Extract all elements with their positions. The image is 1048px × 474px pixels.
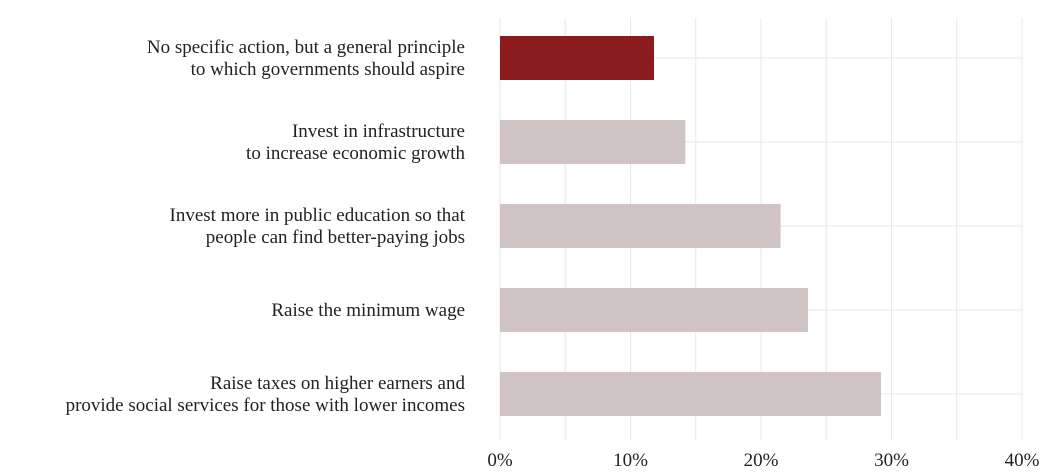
category-label: No specific action, but a general princi… [147, 37, 465, 80]
bar [500, 288, 808, 332]
bar [500, 372, 882, 416]
category-label: Invest more in public education so that p… [170, 205, 466, 248]
x-axis-tick-labels: 0% 10% 20% 30% 40% [487, 450, 1039, 471]
x-tick-label: 0% [487, 450, 513, 471]
category-label: Invest in infrastructure to increase econ… [246, 121, 465, 164]
x-tick-label: 30% [874, 450, 909, 471]
bar [500, 36, 654, 80]
x-tick-label: 40% [1005, 450, 1040, 471]
category-label: Raise the minimum wage [271, 300, 465, 321]
category-labels: No specific action, but a general princi… [66, 37, 466, 416]
bar [500, 204, 781, 248]
x-tick-label: 20% [744, 450, 779, 471]
bars [500, 36, 882, 416]
category-label: Raise taxes on higher earners and provide… [66, 373, 466, 416]
bar [500, 120, 686, 164]
x-tick-label: 10% [613, 450, 648, 471]
